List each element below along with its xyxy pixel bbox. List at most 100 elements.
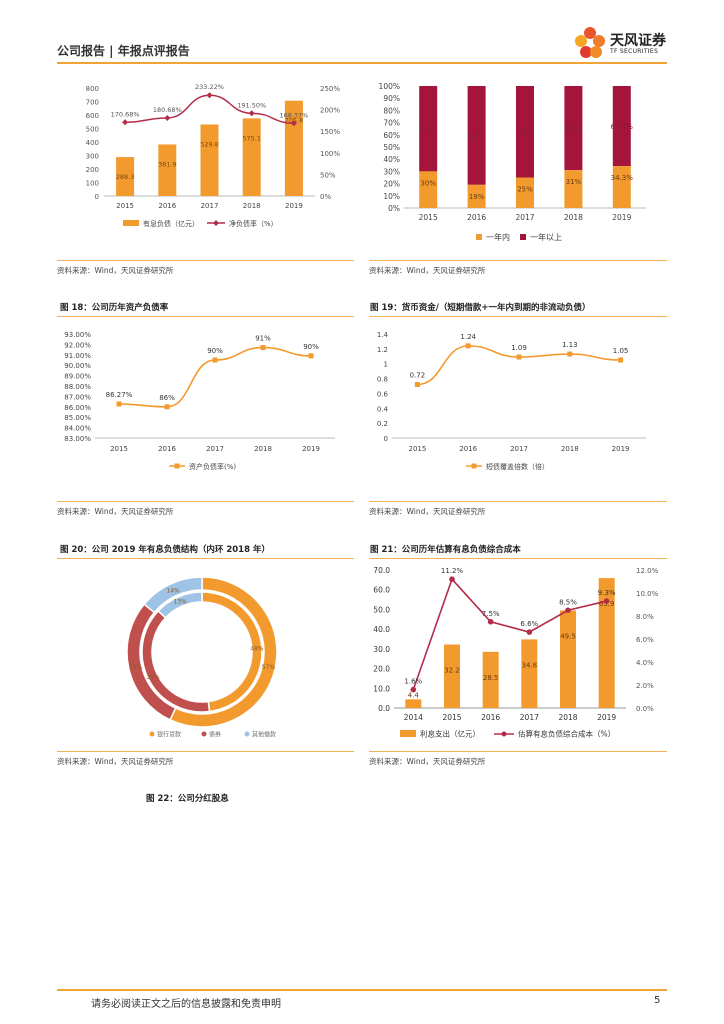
y-tick-label: 40.0 xyxy=(373,625,390,634)
line-point xyxy=(618,357,624,363)
legend-swatch xyxy=(149,731,155,737)
bar xyxy=(200,124,219,196)
x-tick-label: 2017 xyxy=(201,202,219,210)
legend-swatch xyxy=(400,730,416,737)
y2-tick-label: 2.0% xyxy=(636,682,654,690)
bar-segment xyxy=(467,184,486,208)
y-tick-label: 85.00% xyxy=(64,414,91,422)
y-tick-label: 1.4 xyxy=(377,331,389,339)
y2-tick-label: 0.0% xyxy=(636,705,654,713)
debt-ratio-chart: 0 100 200 300 400 500 600 700 800 0% 50% 100% 150% 20… xyxy=(86,83,341,228)
bar-segment xyxy=(564,170,583,208)
x-tick-label: 2015 xyxy=(110,445,128,453)
y-tick-label: 600 xyxy=(86,112,99,120)
title-line xyxy=(57,558,354,559)
y-tick-label: 400 xyxy=(86,139,99,147)
header-divider xyxy=(57,62,667,64)
y2-tick-label: 150% xyxy=(320,128,340,136)
legend-marker xyxy=(174,463,180,469)
logo-text-cn: 天风证券 xyxy=(610,33,666,49)
y-tick-label: 0.0 xyxy=(378,704,390,713)
legend-swatch xyxy=(244,731,250,737)
x-tick-label: 2017 xyxy=(206,445,224,453)
title-line xyxy=(57,316,354,317)
y-tick-label: 60.0 xyxy=(373,586,390,595)
line-value-label: 1.6% xyxy=(404,678,422,686)
segment-value-label: 81% xyxy=(469,132,485,140)
legend-label: 短债覆盖倍数（倍） xyxy=(486,462,549,471)
segment-value-label: 34.3% xyxy=(611,174,634,182)
title-line xyxy=(369,316,667,317)
brand-logo: 天风证券 TF SECURITIES xyxy=(572,24,682,64)
line-point xyxy=(567,351,573,357)
x-tick-label: 2018 xyxy=(558,713,577,722)
segment-value-label: 65.7% xyxy=(611,123,634,131)
legend-label: 债券 xyxy=(209,731,221,739)
x-tick-label: 2019 xyxy=(612,445,630,453)
x-tick-label: 2015 xyxy=(408,445,426,453)
bar xyxy=(444,644,460,708)
legend-swatch xyxy=(520,234,526,240)
legend-marker xyxy=(501,731,507,737)
y-tick-label: 50% xyxy=(383,143,400,152)
legend-swatch xyxy=(476,234,482,240)
y2-tick-label: 100% xyxy=(320,150,340,158)
legend-label: 利息支出（亿元） xyxy=(420,729,480,739)
y-tick-label: 10.0 xyxy=(373,684,390,693)
y-tick-label: 0% xyxy=(388,204,400,213)
bar-value-label: 529.8 xyxy=(200,140,219,148)
line-point xyxy=(565,607,571,614)
x-tick-label: 2016 xyxy=(459,445,477,453)
y-tick-label: 20% xyxy=(383,180,400,189)
bar xyxy=(158,144,177,196)
bar-value-label: 32.2 xyxy=(444,667,460,675)
line-value-label: 1.13 xyxy=(562,341,578,349)
y-tick-label: 100% xyxy=(379,82,400,91)
bar xyxy=(242,118,261,196)
bar-value-label: 65.9 xyxy=(599,600,615,608)
figure-19-title: 图 19：货币资金/（短期借款+一年内到期的非流动负债） xyxy=(370,303,591,313)
report-header-title: 公司报告 | 年报点评报告 xyxy=(57,44,190,58)
segment-value-label: 69% xyxy=(566,125,582,133)
legend-label: 银行贷款 xyxy=(157,731,181,739)
donut-slice xyxy=(143,576,203,614)
y2-tick-label: 12.0% xyxy=(636,567,659,575)
short-debt-coverage-chart: 0 0.2 0.4 0.6 0.8 1 1.2 1.4 2015 2016 2017 2018 2019… xyxy=(377,331,646,471)
debt-structure-donut-chart: 57% 29% 14% 48% 39% 13% 银行贷款 债券 其他借款 xyxy=(126,576,278,739)
slice-label: 39% xyxy=(146,674,160,681)
line-point xyxy=(164,114,171,121)
legend-label: 净负债率（%） xyxy=(229,219,278,228)
figure-18-title: 图 18：公司历年资产负债率 xyxy=(60,303,169,313)
segment-value-label: 70% xyxy=(420,126,436,134)
y-tick-label: 0.8 xyxy=(377,376,388,384)
bar-value-label: 575.1 xyxy=(242,134,261,142)
bar-segment xyxy=(419,86,438,172)
line-point xyxy=(206,92,213,99)
source-note: 资料来源：Wind，天风证券研究所 xyxy=(57,266,174,275)
y-tick-label: 87.00% xyxy=(64,393,91,401)
line-value-label: 11.2% xyxy=(441,567,464,575)
y2-tick-label: 200% xyxy=(320,107,340,115)
bar-segment xyxy=(612,86,631,167)
interest-cost-chart: 0.0 10.0 20.0 30.0 40.0 50.0 60.0 70.0 0.0% 2.0% 4… xyxy=(373,566,659,739)
bar-value-label: 381.9 xyxy=(158,160,177,168)
x-tick-label: 2015 xyxy=(116,202,134,210)
x-tick-label: 2016 xyxy=(467,213,486,222)
y-tick-label: 500 xyxy=(86,126,99,134)
legend-swatch xyxy=(201,731,207,737)
y-tick-label: 70% xyxy=(383,119,400,128)
bar xyxy=(482,651,499,708)
y-tick-label: 30.0 xyxy=(373,645,390,654)
line-point xyxy=(603,598,610,604)
x-tick-label: 2015 xyxy=(442,713,461,722)
bar-segment xyxy=(467,86,486,185)
asset-liability-ratio-chart: 83.00% 84.00% 85.00% 86.00% 87.00% 88.00% 89.0… xyxy=(64,331,335,471)
line-point xyxy=(122,119,129,126)
line-point xyxy=(308,353,314,359)
line-point xyxy=(410,686,417,693)
y-tick-label: 40% xyxy=(383,155,400,164)
logo-flower-icon xyxy=(575,27,605,58)
x-tick-label: 2018 xyxy=(564,213,583,222)
x-tick-label: 2016 xyxy=(158,202,176,210)
line-value-label: 168.37% xyxy=(279,111,308,119)
